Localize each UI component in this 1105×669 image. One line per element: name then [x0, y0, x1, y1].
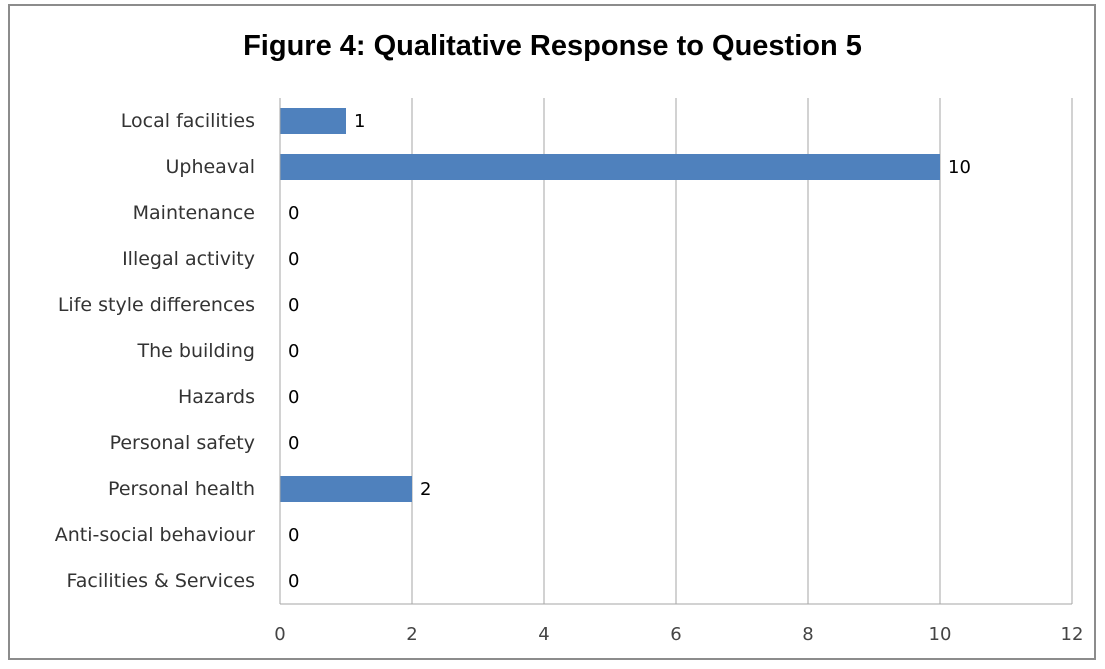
data-label: 0 [288, 249, 299, 270]
axes [279, 98, 1072, 605]
data-label: 0 [288, 433, 299, 454]
data-label: 0 [288, 203, 299, 224]
category-label: Illegal activity [122, 248, 255, 270]
category-label: Hazards [178, 386, 255, 408]
x-tick-label: 12 [1061, 624, 1084, 645]
x-tick-label: 2 [406, 624, 417, 645]
category-label: Local facilities [121, 110, 255, 132]
data-label: 0 [288, 295, 299, 316]
data-label: 2 [420, 479, 431, 500]
category-label: The building [137, 340, 255, 362]
bar [280, 476, 412, 502]
category-label: Facilities & Services [67, 570, 255, 592]
x-tick-label: 8 [802, 624, 813, 645]
x-tick-label: 10 [929, 624, 952, 645]
category-label: Upheaval [165, 156, 255, 178]
bars [280, 108, 940, 502]
category-label: Personal health [108, 478, 255, 500]
x-tick-label: 6 [670, 624, 681, 645]
bar [280, 108, 346, 134]
data-label: 1 [354, 111, 365, 132]
category-label: Personal safety [110, 432, 255, 454]
data-label: 0 [288, 525, 299, 546]
category-label: Maintenance [133, 202, 255, 224]
data-label: 10 [948, 157, 971, 178]
data-label: 0 [288, 341, 299, 362]
chart-frame [8, 4, 1096, 660]
category-label: Life style differences [58, 294, 255, 316]
data-label: 0 [288, 571, 299, 592]
chart-title: Figure 4: Qualitative Response to Questi… [243, 30, 862, 62]
labels: 0 2 4 6 8 10 12 Local facilities 1 Upheaval 10 Main… [55, 110, 1084, 645]
gridlines [411, 98, 1073, 604]
category-label: Anti-social behaviour [55, 524, 255, 546]
bar [280, 154, 940, 180]
x-tick-label: 0 [274, 624, 285, 645]
data-label: 0 [288, 387, 299, 408]
x-tick-label: 4 [538, 624, 549, 645]
